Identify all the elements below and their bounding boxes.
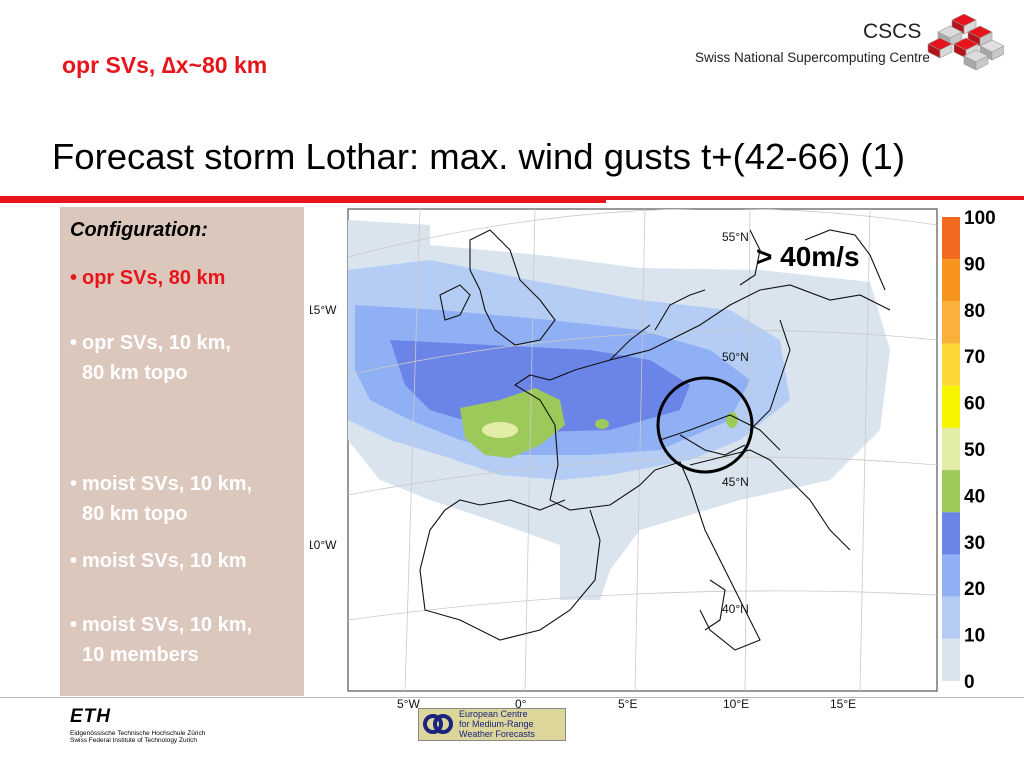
ecmwf-emblem-icon bbox=[423, 714, 453, 734]
config-item-label: moist SVs, 10 km, bbox=[82, 473, 253, 495]
ecmwf-line-3: Weather Forecasts bbox=[459, 729, 535, 739]
colorbar-tick-label: 40 bbox=[964, 486, 985, 507]
footer-divider bbox=[0, 697, 1024, 698]
colorbar-segment bbox=[942, 301, 960, 344]
gust-band-green-small bbox=[595, 419, 609, 429]
org-subtitle: Swiss National Supercomputing Centre bbox=[695, 50, 930, 65]
eth-line-2: Swiss Federal Institute of Technology Zu… bbox=[70, 737, 198, 744]
colorbar-segment bbox=[942, 217, 960, 260]
config-item-label: moist SVs, 10 km, bbox=[82, 614, 253, 636]
lon-label-15w: 15°W bbox=[310, 303, 337, 317]
graticule bbox=[348, 209, 937, 691]
colorbar-segment bbox=[942, 554, 960, 597]
config-item-label-cont: 80 km topo bbox=[82, 362, 188, 384]
config-item-label: opr SVs, 80 km bbox=[82, 267, 226, 289]
ecmwf-logo: European Centre for Medium-Range Weather… bbox=[418, 708, 566, 741]
lat-label-45n: 45°N bbox=[722, 475, 749, 489]
bullet: • bbox=[70, 614, 78, 636]
colorbar-segment bbox=[942, 259, 960, 302]
colorbar-segment bbox=[942, 385, 960, 428]
colorbar-segment bbox=[942, 638, 960, 681]
lat-label-40n: 40°N bbox=[722, 602, 749, 616]
run-label: opr SVs, ∆x~80 km bbox=[62, 52, 268, 78]
lon-label-10e: 10°E bbox=[723, 697, 749, 711]
bullet: • bbox=[70, 473, 78, 495]
configuration-heading: Configuration: bbox=[70, 219, 208, 241]
title-divider bbox=[0, 196, 1024, 200]
colorbar-tick-label: 10 bbox=[964, 626, 985, 647]
config-item-label-cont: 10 members bbox=[82, 644, 199, 666]
ecmwf-line-1: European Centre bbox=[459, 709, 528, 719]
eth-wordmark: ETH bbox=[70, 706, 111, 727]
lon-label-5e: 5°E bbox=[618, 697, 637, 711]
gust-band-max bbox=[482, 422, 518, 438]
bullet: • bbox=[70, 332, 78, 354]
title-divider-accent bbox=[0, 200, 606, 203]
cscs-cube-logo bbox=[927, 14, 1004, 70]
gust-threshold-annotation: > 40m/s bbox=[756, 241, 860, 272]
colorbar-tick-label: 0 bbox=[964, 672, 975, 693]
lon-label-10w: 10°W bbox=[310, 538, 337, 552]
colorbar-tick-label: 90 bbox=[964, 254, 985, 275]
eth-line-1: Eidgenössische Technische Hochschule Zür… bbox=[70, 730, 206, 737]
config-item-label: moist SVs, 10 km bbox=[82, 550, 247, 572]
coastlines bbox=[419, 229, 891, 651]
colorbar-tick-label: 20 bbox=[964, 579, 985, 600]
lat-label-50n: 50°N bbox=[722, 350, 749, 364]
lat-label-55n: 55°N bbox=[722, 230, 749, 244]
colorbar-tick-label: 100 bbox=[964, 208, 996, 229]
wind-gust-map: 55°N 50°N 45°N 40°N 15°W 10°W 5°W 0° 5°E… bbox=[310, 208, 938, 711]
colorbar-tick-label: 30 bbox=[964, 533, 985, 554]
colorbar-segment bbox=[942, 343, 960, 386]
colorbar-segment bbox=[942, 596, 960, 639]
lon-label-15e: 15°E bbox=[830, 697, 856, 711]
colorbar-tick-label: 60 bbox=[964, 394, 985, 415]
gust-band-green bbox=[460, 388, 565, 458]
config-item-label-cont: 80 km topo bbox=[82, 503, 188, 525]
colorbar-tick-label: 70 bbox=[964, 347, 985, 368]
highlight-circle bbox=[656, 376, 754, 474]
ecmwf-line-2: for Medium-Range bbox=[459, 719, 534, 729]
config-item-moist-10km: • moist SVs, 10 km bbox=[70, 546, 247, 576]
org-name: CSCS bbox=[863, 20, 922, 43]
config-item-moist-10km-80topo: • moist SVs, 10 km, 80 km topo bbox=[70, 469, 252, 529]
eth-logo: ETH Eidgenössische Technische Hochschule… bbox=[70, 706, 205, 744]
colorbar-tick-label: 50 bbox=[964, 440, 985, 461]
config-item-opr-10km-80topo: • opr SVs, 10 km, 80 km topo bbox=[70, 328, 231, 388]
colorbar-segment bbox=[942, 512, 960, 555]
slide-title: Forecast storm Lothar: max. wind gusts t… bbox=[52, 136, 905, 177]
colorbar-segment bbox=[942, 427, 960, 471]
bullet: • bbox=[70, 267, 78, 289]
bullet: • bbox=[70, 550, 78, 572]
lon-label-0: 0° bbox=[515, 697, 527, 711]
colorbar-segment bbox=[942, 470, 960, 513]
config-item-moist-10km-10members: • moist SVs, 10 km, 10 members bbox=[70, 610, 252, 670]
lon-label-5w: 5°W bbox=[397, 697, 420, 711]
config-item-label: opr SVs, 10 km, bbox=[82, 332, 231, 354]
configuration-panel: Configuration: • opr SVs, 80 km • opr SVs,… bbox=[60, 207, 304, 696]
colorbar-tick-label: 80 bbox=[964, 301, 985, 322]
gust-band-green-alps bbox=[726, 412, 738, 428]
config-item-opr-80km: • opr SVs, 80 km bbox=[70, 263, 225, 293]
